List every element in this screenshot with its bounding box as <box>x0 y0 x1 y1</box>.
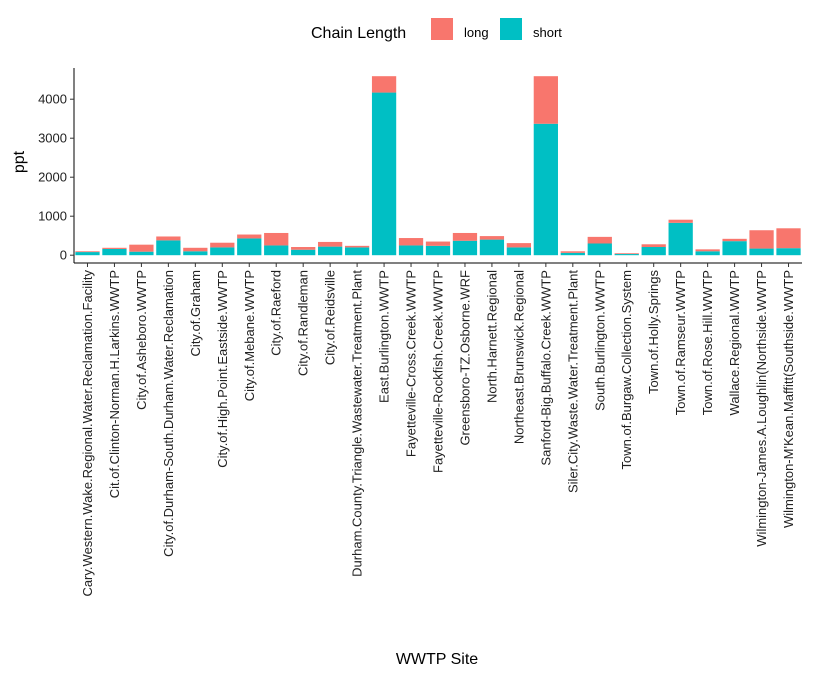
x-tick-label: Town.of.Burgaw.Collection.System <box>619 270 634 469</box>
bar-long <box>506 243 532 248</box>
bar-short <box>129 251 154 256</box>
bar-short <box>668 222 693 256</box>
y-tick-label: 0 <box>60 248 67 263</box>
bar-short <box>102 248 127 256</box>
bar-long <box>641 244 666 248</box>
x-axis: Cary.Western.Wake.Regional.Water.Reclama… <box>74 262 802 597</box>
y-tick-label: 3000 <box>38 131 67 146</box>
bar-long <box>587 236 612 244</box>
bar-short <box>533 123 558 256</box>
bar-short <box>695 251 720 256</box>
bar-short <box>776 248 801 256</box>
bar-short <box>452 240 478 256</box>
bar-short <box>749 248 774 256</box>
x-tick-label: East.Burlington.WWTP <box>377 270 392 403</box>
bar-long <box>749 230 774 249</box>
x-tick-label: Northeast.Brunswick.Regional <box>511 270 526 444</box>
bar-short <box>318 246 343 256</box>
bars <box>75 76 801 256</box>
legend-swatch-long <box>431 18 453 40</box>
bar-long <box>264 232 289 246</box>
y-tick-label: 1000 <box>38 209 67 224</box>
x-tick-label: City.of.Mebane.WWTP <box>242 270 257 401</box>
bar-short <box>560 252 585 256</box>
bar-long <box>776 228 801 249</box>
bar-short <box>587 243 612 256</box>
x-tick-label: North.Harnett.Regional <box>484 270 499 403</box>
bar-short <box>506 247 532 256</box>
bar-long <box>291 247 316 250</box>
bar-short <box>344 247 370 256</box>
bar-short <box>156 240 181 256</box>
bar-short <box>210 247 235 256</box>
x-tick-label: Town.of.Ramseur.WWTP <box>673 270 688 415</box>
bar-short <box>75 252 100 256</box>
bar-long <box>102 247 127 249</box>
x-tick-label: City.of.Asheboro.WWTP <box>134 270 149 410</box>
x-axis-title: WWTP Site <box>396 651 478 668</box>
bar-short <box>722 241 747 256</box>
bar-long <box>722 238 747 242</box>
bar-long <box>425 241 451 246</box>
x-tick-label: Greensboro-TZ.Osborne.WRF <box>457 270 472 446</box>
x-tick-label: City.of.High.Point.Eastside.WWTP <box>215 270 230 468</box>
bar-long <box>156 236 181 241</box>
legend-label-short: short <box>533 25 562 40</box>
x-tick-label: City.of.Randleman <box>296 270 311 376</box>
bar-long <box>533 76 558 124</box>
x-tick-label: Wallace.Regional.WWTP <box>727 270 742 415</box>
bar-long <box>183 247 208 252</box>
bar-long <box>210 242 235 248</box>
bar-short <box>371 92 397 256</box>
x-tick-label: Durham.County.Triangle.Wastewater.Treatm… <box>350 270 365 577</box>
legend-swatch-short <box>500 18 522 40</box>
bar-long <box>129 244 154 252</box>
legend-title: Chain Length <box>311 25 406 42</box>
x-tick-label: Wilmington-M'Kean.Maffitt(Southside.WWTP <box>781 270 796 528</box>
bar-short <box>425 245 451 256</box>
bar-short <box>237 238 262 256</box>
x-tick-label: Sanford-Big.Buffalo.Creek.WWTP <box>538 270 553 466</box>
x-tick-label: Cary.Western.Wake.Regional.Water.Reclama… <box>80 270 95 597</box>
bar-long <box>695 249 720 252</box>
x-tick-label: Fayetteville-Cross.Creek.WWTP <box>404 270 419 457</box>
x-tick-label: City.of.Reidsville <box>323 270 338 365</box>
x-tick-label: City.of.Durham-South.Durham.Water.Reclam… <box>161 270 176 557</box>
legend: Chain Length long short <box>311 18 562 42</box>
bar-short <box>479 239 505 256</box>
bar-short <box>264 245 289 256</box>
x-tick-label: Fayetteville-Rockfish.Creek.WWTP <box>431 270 446 473</box>
x-tick-label: Town.of.Rose.Hill.WWTP <box>700 270 715 415</box>
bar-short <box>183 251 208 256</box>
y-tick-label: 2000 <box>38 170 67 185</box>
x-tick-label: City.of.Raeford <box>269 270 284 356</box>
bar-long <box>75 251 100 253</box>
bar-long <box>560 251 585 253</box>
y-tick-label: 4000 <box>38 92 67 107</box>
y-axis-title: ppt <box>11 150 28 173</box>
legend-label-long: long <box>464 25 489 40</box>
bar-long <box>668 219 693 223</box>
bar-long <box>479 236 505 240</box>
bar-short <box>291 249 316 256</box>
bar-long <box>318 241 343 247</box>
bar-short <box>614 254 639 256</box>
bar-long <box>614 253 639 255</box>
y-axis: 0 1000 2000 3000 4000 <box>38 68 75 263</box>
x-tick-label: South.Burlington.WWTP <box>592 270 607 411</box>
x-tick-label: Siler.City.Waste.Water.Treatment.Plant <box>565 270 580 493</box>
bar-long <box>398 238 424 246</box>
x-tick-label: Town.of.Holly.Springs <box>646 270 661 395</box>
bar-long <box>344 245 370 248</box>
bar-long <box>371 76 397 93</box>
bar-long <box>237 234 262 239</box>
bar-short <box>398 245 424 256</box>
x-tick-label: City.of.Graham <box>188 270 203 356</box>
x-tick-label: Wilmington-James.A.Loughlin(Northside.WW… <box>754 270 769 547</box>
x-tick-label: Cit.of.Clinton-Norman.H.Larkins.WWTP <box>107 270 122 498</box>
bar-short <box>641 247 666 256</box>
bar-long <box>452 232 478 241</box>
